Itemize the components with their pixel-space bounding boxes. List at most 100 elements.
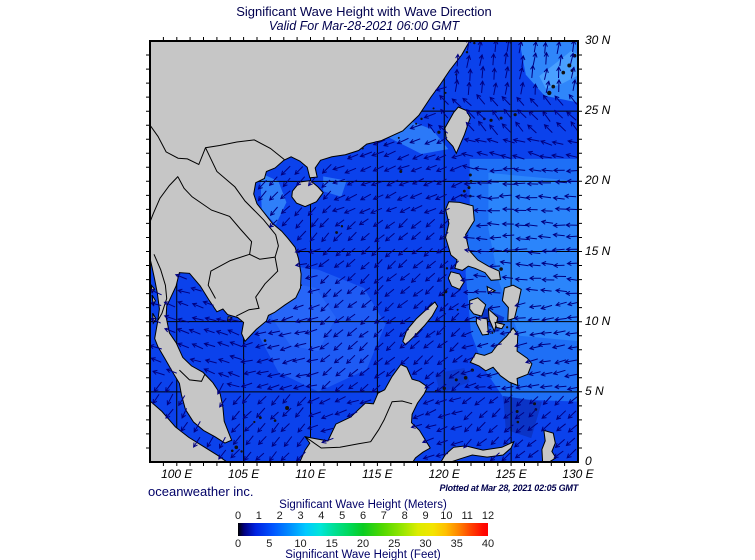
landmass-bohol xyxy=(494,321,506,330)
colorbar-meters-ticks: 0 1 2 3 4 5 6 7 8 9 10 11 12 xyxy=(235,510,494,522)
small-island xyxy=(335,231,338,234)
small-island xyxy=(473,41,476,45)
colorbar-feet-ticks: 0 5 10 15 20 25 30 35 40 xyxy=(235,538,494,550)
meters-tick-3: 3 xyxy=(297,510,304,522)
landmass-mergui-1 xyxy=(151,294,156,307)
colorbar-gradient xyxy=(238,523,488,536)
small-island xyxy=(499,267,503,271)
chart-valid-time: Valid For Mar-28-2021 06:00 GMT xyxy=(268,19,460,33)
small-island xyxy=(420,117,423,121)
small-island xyxy=(415,122,418,125)
lon-label-120e: 120 E xyxy=(428,467,460,481)
lat-label-0: 0 xyxy=(585,454,592,468)
small-island xyxy=(273,419,277,422)
meters-tick-12: 12 xyxy=(481,510,495,522)
small-island xyxy=(467,186,471,190)
landmass-sulawesi xyxy=(440,440,515,462)
lon-label-100e: 100 E xyxy=(161,467,193,481)
meters-tick-7: 7 xyxy=(380,510,387,522)
lon-label-115e: 115 E xyxy=(362,467,393,481)
lat-label-5n: 5 N xyxy=(585,383,604,398)
small-island xyxy=(547,90,552,96)
small-island xyxy=(445,267,449,270)
meters-tick-8: 8 xyxy=(401,510,408,522)
lat-label-20n: 20 N xyxy=(585,173,611,188)
small-island xyxy=(516,420,520,424)
lon-label-105e: 105 E xyxy=(227,467,260,481)
small-island xyxy=(340,225,344,228)
landmass-hainan xyxy=(291,180,324,208)
chart-title: Significant Wave Height with Wave Direct… xyxy=(236,4,492,19)
lat-label-10n: 10 N xyxy=(585,313,611,328)
feet-tick-20: 20 xyxy=(356,538,370,550)
meters-tick-0: 0 xyxy=(234,510,242,522)
small-island xyxy=(456,308,459,311)
country-border xyxy=(150,176,179,223)
feet-tick-10: 10 xyxy=(294,538,307,550)
wave-direction-arrows xyxy=(150,41,578,462)
landmass-mindoro xyxy=(447,271,465,291)
small-island xyxy=(465,51,469,54)
small-island xyxy=(468,173,472,177)
landmass-panay xyxy=(469,297,487,317)
landmass-halmahera xyxy=(541,429,557,462)
small-island xyxy=(489,118,493,122)
feet-tick-30: 30 xyxy=(419,538,432,550)
feet-tick-5: 5 xyxy=(266,538,273,550)
small-island xyxy=(397,136,400,139)
small-island xyxy=(454,378,458,382)
feet-tick-15: 15 xyxy=(325,538,338,550)
small-island xyxy=(432,107,435,110)
lon-label-130e: 130 E xyxy=(562,467,594,481)
small-island xyxy=(399,170,403,174)
country-border xyxy=(205,147,279,317)
small-island xyxy=(551,84,556,89)
country-border xyxy=(179,369,206,382)
small-island xyxy=(513,113,517,117)
country-border xyxy=(150,124,285,166)
country-border xyxy=(153,254,168,321)
small-island xyxy=(300,284,303,287)
small-island xyxy=(469,179,473,183)
small-island xyxy=(263,339,267,342)
country-border xyxy=(207,253,250,299)
meters-tick-6: 6 xyxy=(359,510,367,522)
credit-text: oceanweather inc. xyxy=(148,484,254,499)
small-island xyxy=(567,63,572,68)
small-island xyxy=(253,420,256,424)
lat-label-30n: 30 N xyxy=(585,33,611,47)
small-island xyxy=(361,147,364,150)
plotted-timestamp: Plotted at Mar 28, 2021 02:05 GMT xyxy=(439,483,579,493)
small-island xyxy=(437,130,441,134)
small-island xyxy=(506,326,509,329)
small-island xyxy=(499,116,503,120)
meters-tick-1: 1 xyxy=(255,510,262,522)
chart-header: Significant Wave Height with Wave Direct… xyxy=(150,4,578,33)
small-island xyxy=(515,409,519,413)
landmass-luzon xyxy=(445,201,501,281)
feet-tick-25: 25 xyxy=(388,538,401,550)
lat-label-15n: 15 N xyxy=(585,243,611,258)
meters-tick-2: 2 xyxy=(276,510,283,522)
feet-tick-40: 40 xyxy=(481,538,495,550)
lat-label-25n: 25 N xyxy=(585,103,611,118)
small-island xyxy=(285,405,290,410)
small-island xyxy=(463,376,468,380)
small-island xyxy=(491,331,494,334)
wave-map-svg xyxy=(146,37,582,466)
landmass-palawan xyxy=(402,301,439,346)
country-border xyxy=(177,176,276,260)
lon-label-110e: 110 E xyxy=(295,467,326,481)
meters-tick-11: 11 xyxy=(461,510,473,522)
country-border xyxy=(304,400,413,449)
landmass-mainland-asia xyxy=(150,41,471,444)
small-island xyxy=(462,189,466,193)
axis-ticks xyxy=(146,37,582,466)
meters-tick-4: 4 xyxy=(318,510,325,522)
feet-tick-35: 35 xyxy=(450,538,463,550)
landmass-negros xyxy=(475,316,489,336)
small-island xyxy=(234,445,239,450)
